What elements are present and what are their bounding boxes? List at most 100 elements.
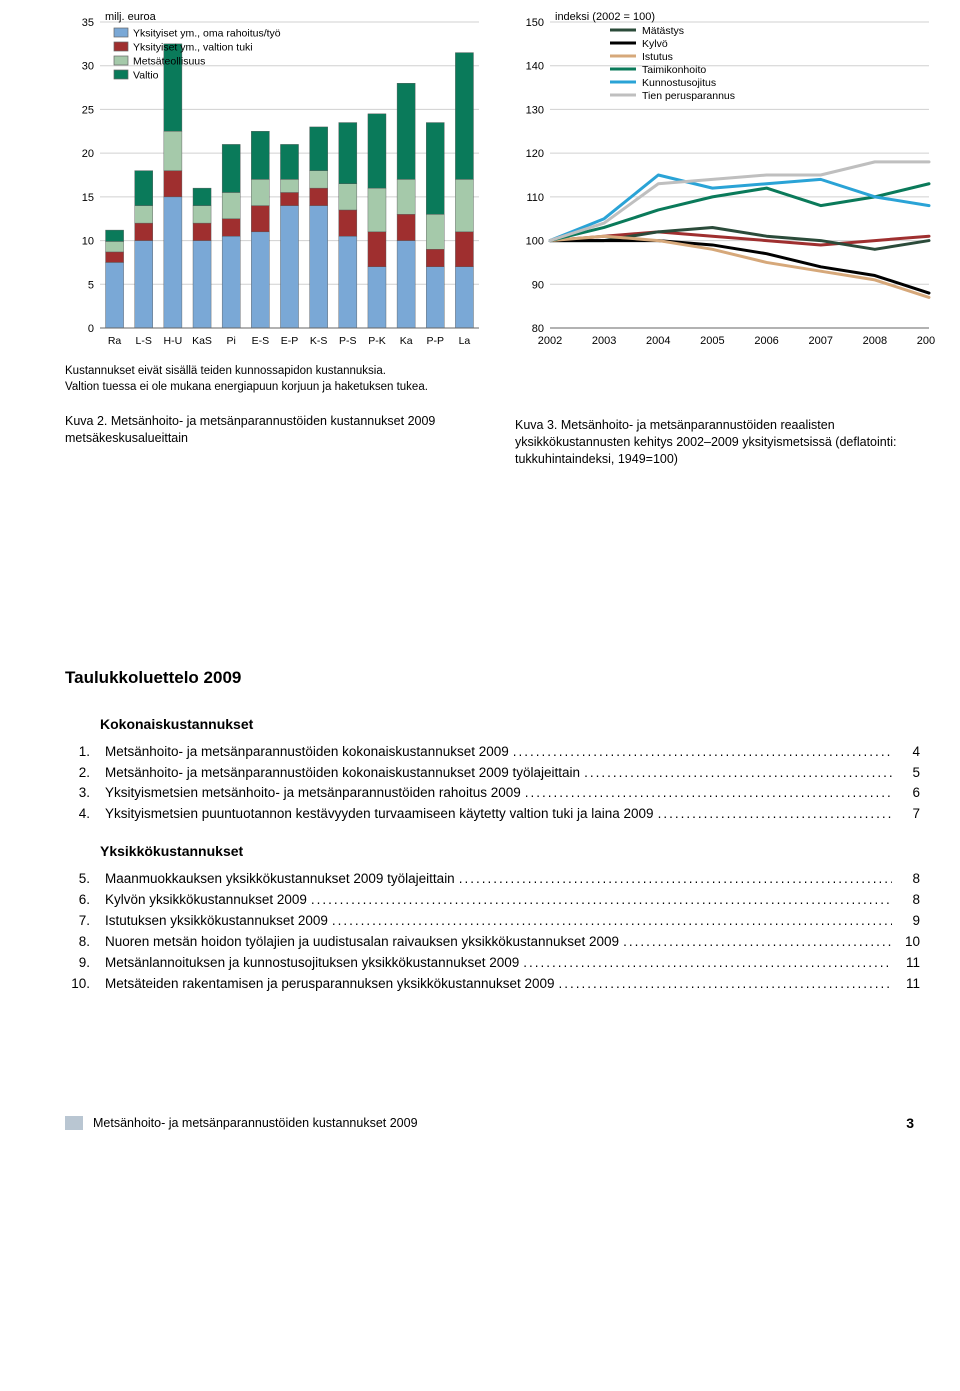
toc-item-number: 6.: [65, 890, 93, 911]
bar-chart-col: 05101520253035milj. euroaRaL-SH-UKaSPiE-…: [65, 10, 485, 468]
svg-text:Valtio: Valtio: [133, 70, 159, 82]
footer-accent-bar: [65, 1116, 83, 1130]
svg-text:90: 90: [532, 279, 544, 291]
line-chart: 8090100110120130140150indeksi (2002 = 10…: [515, 10, 935, 350]
toc-item-page: 11: [892, 953, 920, 974]
toc-item-text: Metsänhoito- ja metsänparannustöiden kok…: [105, 763, 892, 784]
svg-text:Pi: Pi: [227, 335, 236, 347]
svg-text:140: 140: [526, 61, 544, 73]
svg-text:150: 150: [526, 17, 544, 29]
svg-text:20: 20: [82, 148, 94, 160]
svg-text:2004: 2004: [646, 335, 670, 347]
toc-item: 10. Metsäteiden rakentamisen ja peruspara…: [65, 974, 920, 995]
svg-text:Taimikonhoito: Taimikonhoito: [642, 64, 706, 76]
svg-text:Yksityiset ym., valtion tuki: Yksityiset ym., valtion tuki: [133, 42, 253, 54]
page-wrapper: 05101520253035milj. euroaRaL-SH-UKaSPiE-…: [0, 0, 960, 1161]
toc-item-text: Metsäteiden rakentamisen ja perusparannu…: [105, 974, 892, 995]
svg-text:5: 5: [88, 279, 94, 291]
toc-group-heading: Kokonaiskustannukset: [100, 716, 920, 732]
toc-item: 7. Istutuksen yksikkökustannukset 20099: [65, 911, 920, 932]
toc-item-number: 3.: [65, 783, 93, 804]
svg-text:Yksityiset ym., oma rahoitus/t: Yksityiset ym., oma rahoitus/työ: [133, 28, 281, 40]
page-footer: Metsänhoito- ja metsänparannustöiden kus…: [65, 1115, 920, 1131]
toc-item-page: 9: [892, 911, 920, 932]
toc-title: Taulukkoluettelo 2009: [65, 668, 920, 688]
toc-item: 9. Metsänlannoituksen ja kunnostusojituks…: [65, 953, 920, 974]
svg-text:P-K: P-K: [368, 335, 386, 347]
svg-text:Istutus: Istutus: [642, 51, 673, 63]
svg-text:100: 100: [526, 236, 544, 248]
toc-item-number: 1.: [65, 742, 93, 763]
toc-item-number: 8.: [65, 932, 93, 953]
chart-notes: Kustannukset eivät sisällä teiden kunnos…: [65, 364, 485, 395]
toc-item-page: 5: [892, 763, 920, 784]
svg-text:0: 0: [88, 323, 94, 335]
toc-item: 1. Metsänhoito- ja metsänparannustöiden k…: [65, 742, 920, 763]
toc-item-text: Nuoren metsän hoidon työlajien ja uudist…: [105, 932, 892, 953]
toc-item-text: Metsänlannoituksen ja kunnostusojituksen…: [105, 953, 892, 974]
footer-page-number: 3: [906, 1115, 920, 1131]
toc-item-page: 8: [892, 890, 920, 911]
svg-text:35: 35: [82, 17, 94, 29]
toc-item-number: 7.: [65, 911, 93, 932]
svg-text:indeksi (2002 = 100): indeksi (2002 = 100): [555, 11, 655, 23]
toc-item-page: 8: [892, 869, 920, 890]
caption-right: Kuva 3. Metsänhoito- ja metsänparannustö…: [515, 417, 935, 468]
svg-text:K-S: K-S: [310, 335, 328, 347]
svg-text:Kunnostusojitus: Kunnostusojitus: [642, 77, 716, 89]
toc-group-heading: Yksikkökustannukset: [100, 843, 920, 859]
svg-text:Ra: Ra: [108, 335, 122, 347]
svg-text:2006: 2006: [754, 335, 778, 347]
toc-item-page: 11: [892, 974, 920, 995]
svg-text:Mätästys: Mätästys: [642, 25, 684, 37]
svg-text:Metsäteollisuus: Metsäteollisuus: [133, 56, 205, 68]
caption-left: Kuva 2. Metsänhoito- ja metsänparannustö…: [65, 413, 485, 447]
toc-section: Taulukkoluettelo 2009 Kokonaiskustannuks…: [65, 668, 920, 995]
toc-item-number: 4.: [65, 804, 93, 825]
toc-item-number: 5.: [65, 869, 93, 890]
charts-row: 05101520253035milj. euroaRaL-SH-UKaSPiE-…: [65, 10, 920, 468]
svg-text:2003: 2003: [592, 335, 616, 347]
bar-chart: 05101520253035milj. euroaRaL-SH-UKaSPiE-…: [65, 10, 485, 350]
toc-item-page: 4: [892, 742, 920, 763]
svg-text:120: 120: [526, 148, 544, 160]
svg-text:2008: 2008: [863, 335, 887, 347]
toc-item-number: 10.: [65, 974, 93, 995]
svg-text:110: 110: [526, 192, 544, 204]
toc-item-text: Kylvön yksikkökustannukset 2009: [105, 890, 892, 911]
toc-item-text: Istutuksen yksikkökustannukset 2009: [105, 911, 892, 932]
svg-text:Kylvö: Kylvö: [642, 38, 668, 50]
svg-text:La: La: [459, 335, 471, 347]
toc-item-page: 10: [892, 932, 920, 953]
svg-text:10: 10: [82, 236, 94, 248]
toc-item: 3. Yksityismetsien metsänhoito- ja metsän…: [65, 783, 920, 804]
svg-text:2005: 2005: [700, 335, 724, 347]
svg-text:E-P: E-P: [281, 335, 299, 347]
svg-text:Tien perusparannus: Tien perusparannus: [642, 90, 735, 102]
svg-text:Ka: Ka: [400, 335, 413, 347]
svg-text:2009: 2009: [917, 335, 935, 347]
svg-text:2002: 2002: [538, 335, 562, 347]
toc-item: 4. Yksityismetsien puuntuotannon kestävyy…: [65, 804, 920, 825]
note-line: Valtion tuessa ei ole mukana energiapuun…: [65, 380, 485, 396]
toc-item-text: Metsänhoito- ja metsänparannustöiden kok…: [105, 742, 892, 763]
toc-item-text: Yksityismetsien metsänhoito- ja metsänpa…: [105, 783, 892, 804]
svg-text:L-S: L-S: [136, 335, 152, 347]
toc-item: 5. Maanmuokkauksen yksikkökustannukset 20…: [65, 869, 920, 890]
toc-item: 6. Kylvön yksikkökustannukset 20098: [65, 890, 920, 911]
toc-item: 8. Nuoren metsän hoidon työlajien ja uudi…: [65, 932, 920, 953]
svg-text:milj. euroa: milj. euroa: [105, 11, 157, 23]
svg-text:KaS: KaS: [192, 335, 212, 347]
svg-text:80: 80: [532, 323, 544, 335]
svg-text:30: 30: [82, 61, 94, 73]
note-line: Kustannukset eivät sisällä teiden kunnos…: [65, 364, 485, 380]
toc-item-number: 9.: [65, 953, 93, 974]
toc-item-text: Maanmuokkauksen yksikkökustannukset 2009…: [105, 869, 892, 890]
line-chart-col: 8090100110120130140150indeksi (2002 = 10…: [515, 10, 935, 468]
svg-text:P-P: P-P: [427, 335, 445, 347]
toc-item: 2. Metsänhoito- ja metsänparannustöiden k…: [65, 763, 920, 784]
toc-item-page: 7: [892, 804, 920, 825]
toc-item-number: 2.: [65, 763, 93, 784]
svg-text:15: 15: [82, 192, 94, 204]
toc-item-text: Yksityismetsien puuntuotannon kestävyyde…: [105, 804, 892, 825]
